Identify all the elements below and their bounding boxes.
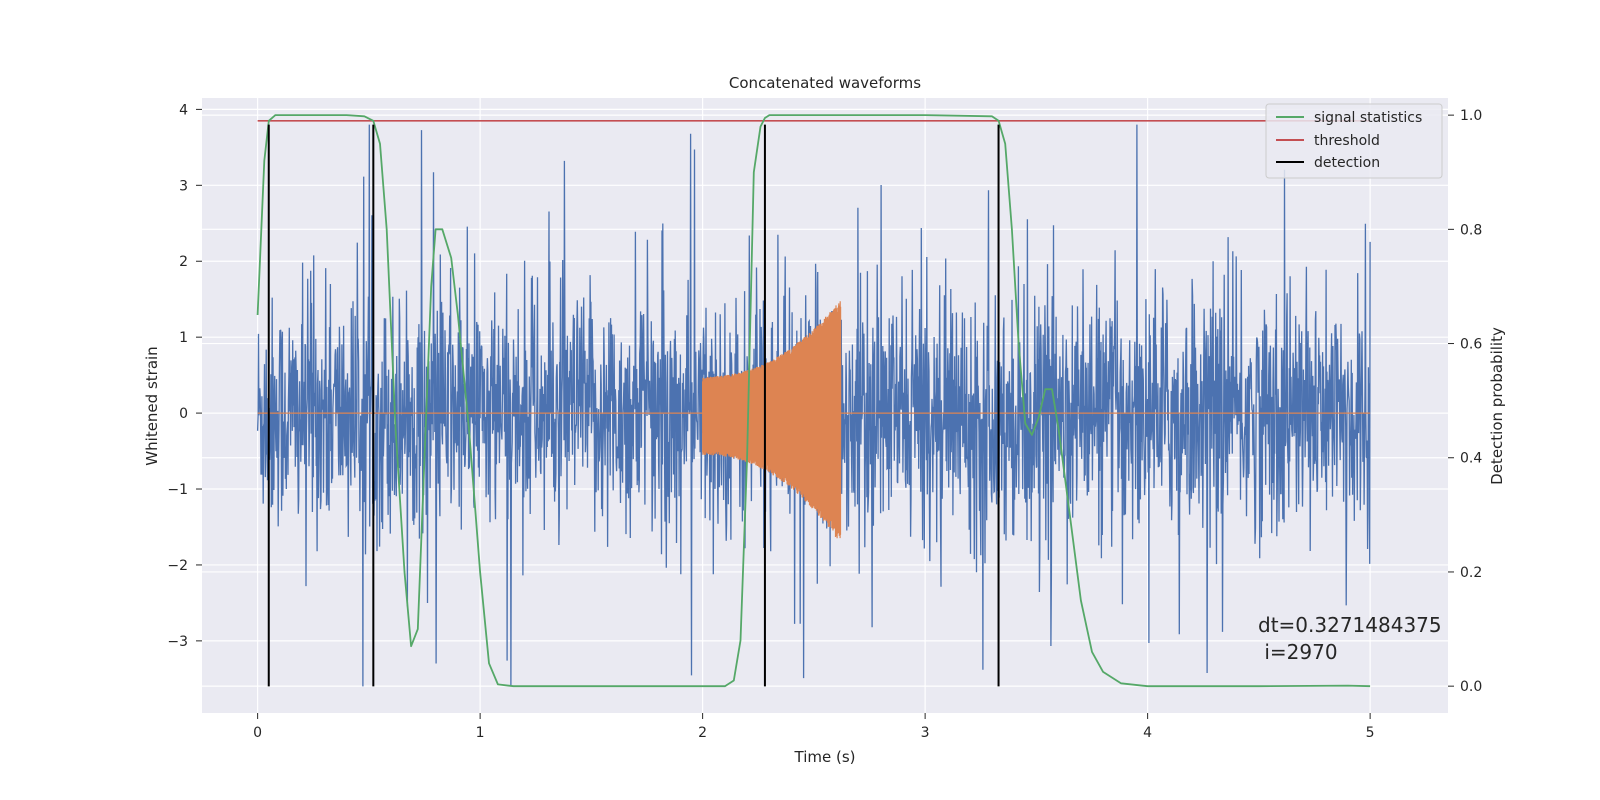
annotation-i: i=2970 [1258, 640, 1338, 664]
x-tick-label: 4 [1143, 725, 1152, 741]
legend-box [1265, 103, 1443, 179]
x-axis-label: Time (s) [794, 748, 856, 766]
y-tick-label: −2 [167, 558, 188, 574]
x-tick-label: 2 [698, 725, 707, 741]
signal-statistics-line [256, 114, 1371, 688]
y-tick-label: 4 [179, 102, 188, 118]
y-tick-label: 3 [179, 178, 188, 194]
y2-tick-label: 0.2 [1460, 565, 1482, 581]
chart-title: Concatenated waveforms [729, 74, 921, 92]
legend-label-threshold: threshold [1314, 133, 1380, 149]
y-tick-label: −3 [167, 634, 188, 650]
y-tick-label: 2 [179, 254, 188, 270]
y2-tick-label: 1.0 [1460, 108, 1482, 124]
legend: signal statistics threshold detection [1265, 103, 1443, 179]
x-tick-label: 0 [253, 725, 262, 741]
y-axis-label: Whitened strain [143, 346, 161, 465]
injection-trace [257, 301, 1371, 539]
y2-tick-label: 0.6 [1460, 337, 1482, 353]
y2-tick-label: 0.4 [1460, 451, 1482, 467]
x-tick-label: 1 [476, 725, 485, 741]
axis-ticks: 0 1 2 3 4 5 −3 −2 −1 0 1 2 3 4 0.0 0.2 0.4 0.6 0.8 1.0 [167, 102, 1482, 741]
y2-tick-label: 0.8 [1460, 222, 1482, 238]
plot-area [256, 114, 1371, 688]
y-tick-label: −1 [167, 482, 188, 498]
annotation-dt: dt=0.3271484375 [1258, 613, 1442, 637]
y2-tick-label: 0.0 [1460, 679, 1482, 695]
x-tick-label: 3 [921, 725, 930, 741]
legend-label-signal-statistics: signal statistics [1314, 110, 1422, 126]
y-tick-label: 1 [179, 330, 188, 346]
y-tick-label: 0 [179, 406, 188, 422]
y2-axis-label: Detection probability [1488, 327, 1506, 485]
x-tick-label: 5 [1366, 725, 1375, 741]
legend-label-detection: detection [1314, 155, 1380, 171]
